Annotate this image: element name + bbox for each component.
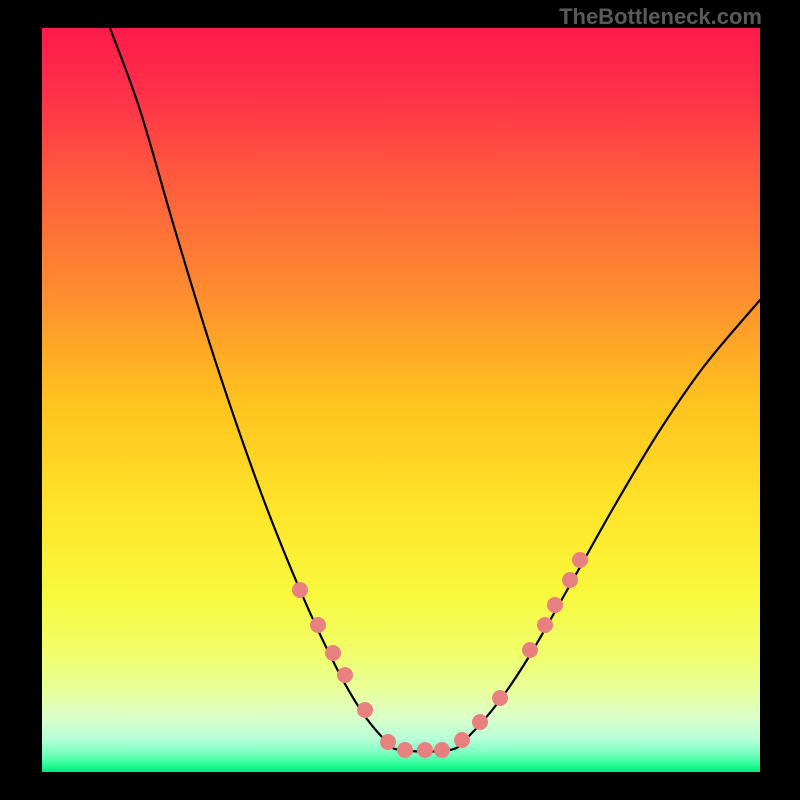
curve-marker	[417, 742, 433, 758]
curve-marker	[357, 702, 373, 718]
chart-container: TheBottleneck.com	[0, 0, 800, 800]
curve-marker	[337, 667, 353, 683]
watermark-text: TheBottleneck.com	[559, 4, 762, 30]
curve-marker	[537, 617, 553, 633]
curve-marker	[454, 732, 470, 748]
curve-marker	[310, 617, 326, 633]
curve-marker	[397, 742, 413, 758]
curve-marker	[572, 552, 588, 568]
curve-marker	[492, 690, 508, 706]
curve-marker	[522, 642, 538, 658]
curve-marker	[325, 645, 341, 661]
curve-marker	[292, 582, 308, 598]
curve-marker	[562, 572, 578, 588]
curve-marker	[434, 742, 450, 758]
curve-marker	[547, 597, 563, 613]
chart-svg	[42, 28, 760, 772]
curve-marker	[472, 714, 488, 730]
plot-area	[42, 28, 760, 772]
curve-marker	[380, 734, 396, 750]
